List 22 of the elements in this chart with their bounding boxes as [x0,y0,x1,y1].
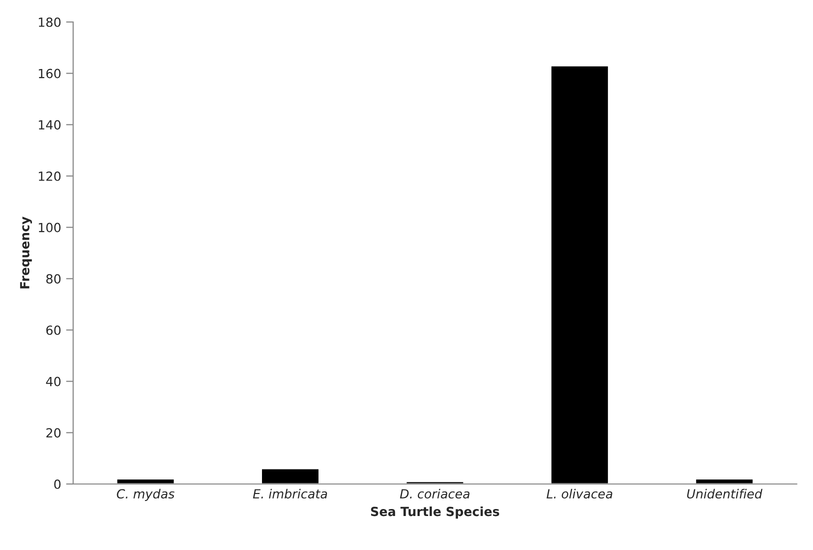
bar [694,478,754,484]
y-tick-label: 160 [38,68,61,78]
bar [405,480,465,484]
y-tick-label: 120 [38,171,61,181]
y-tick-label: 60 [46,325,61,335]
x-tick-label: C. mydas [116,488,174,501]
y-tick-label: 140 [38,120,61,130]
bar [550,64,610,484]
y-tick-label: 80 [46,274,61,284]
x-tick-label: E. imbricata [253,488,327,499]
bar [260,468,320,484]
y-tick-label: 180 [38,17,61,27]
x-tick-label: Unidentified [687,488,762,499]
x-tick-label: L. olivacea [546,488,612,499]
y-tick-label: 20 [46,428,61,438]
y-tick-label: 100 [38,222,61,232]
y-tick-label: 40 [46,376,61,386]
y-axis-title: Frequency [20,216,32,288]
bar [116,478,176,484]
y-tick-label: 0 [54,479,61,489]
x-axis-title: Sea Turtle Species [371,506,500,519]
x-tick-label: D. coriacea [400,488,470,499]
